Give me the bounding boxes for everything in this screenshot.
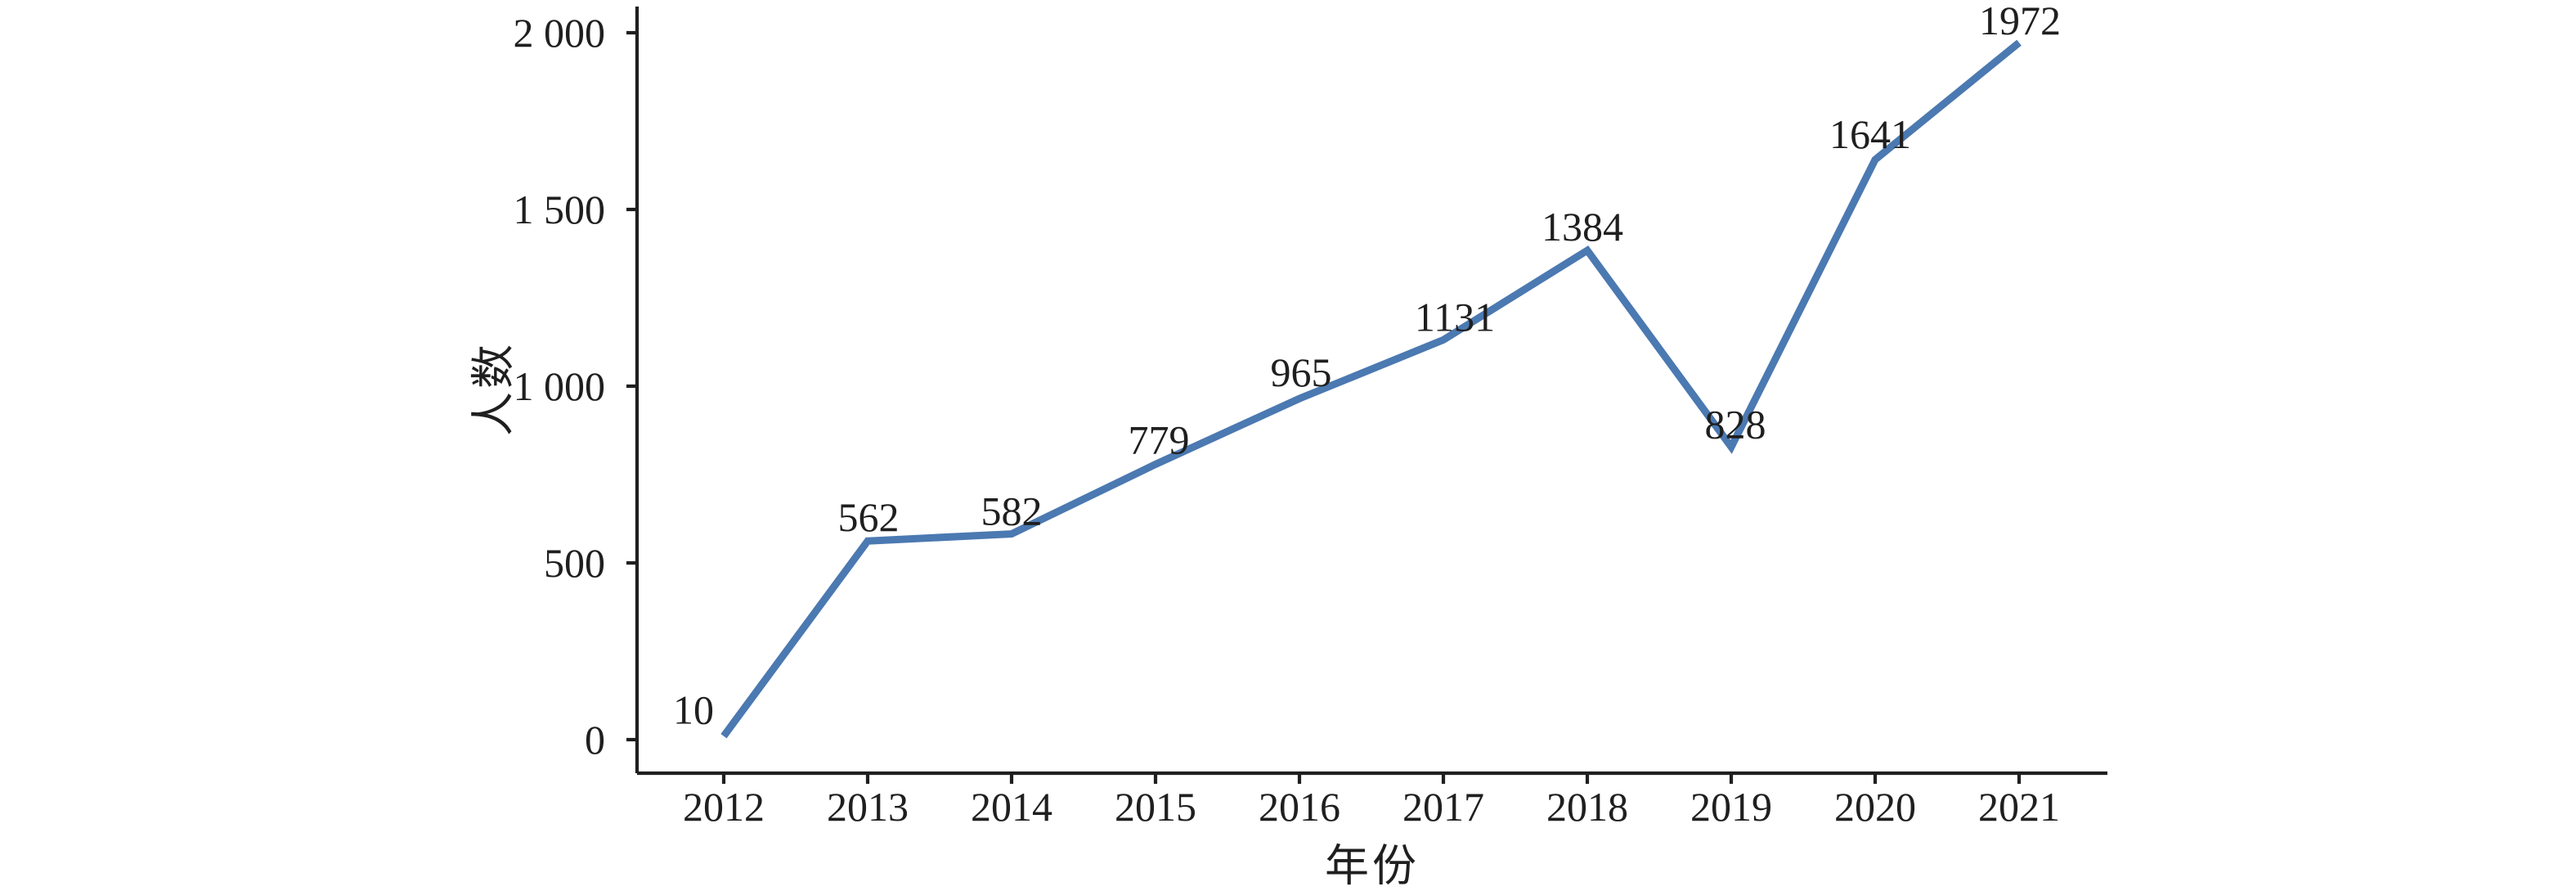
x-tick-label: 2021 [1978,784,2060,830]
x-tick-label: 2014 [971,784,1052,830]
x-tick-label: 2013 [827,784,909,830]
data-point-label: 779 [1129,416,1190,462]
x-tick-label: 2017 [1402,784,1484,830]
y-tick-label: 1 000 [514,363,606,409]
data-point-label: 1131 [1415,294,1495,340]
data-point-label: 1641 [1829,111,1911,157]
data-line [720,39,2022,739]
data-point-label: 10 [673,687,714,733]
data-point-label: 965 [1271,349,1332,395]
y-tick-label: 1 500 [514,187,606,232]
x-axis-title: 年份 [1325,841,1420,891]
y-tick-label: 0 [585,717,605,763]
x-tick-label: 2019 [1690,784,1772,830]
x-tick-label: 2015 [1115,784,1196,830]
x-tick-label: 2020 [1834,784,1916,830]
y-tick-label: 2 000 [514,10,606,56]
data-point-label: 562 [838,494,900,540]
x-tick-label: 2018 [1546,784,1628,830]
y-tick-label: 500 [544,540,605,586]
x-tick-label: 2016 [1259,784,1340,830]
y-axis-title: 人数 [469,341,518,436]
data-point-label: 828 [1705,401,1766,447]
data-point-label: 1972 [1979,0,2061,43]
data-point-label: 582 [981,488,1043,534]
data-point-label: 1384 [1542,204,1623,250]
x-tick-label: 2012 [683,784,765,830]
